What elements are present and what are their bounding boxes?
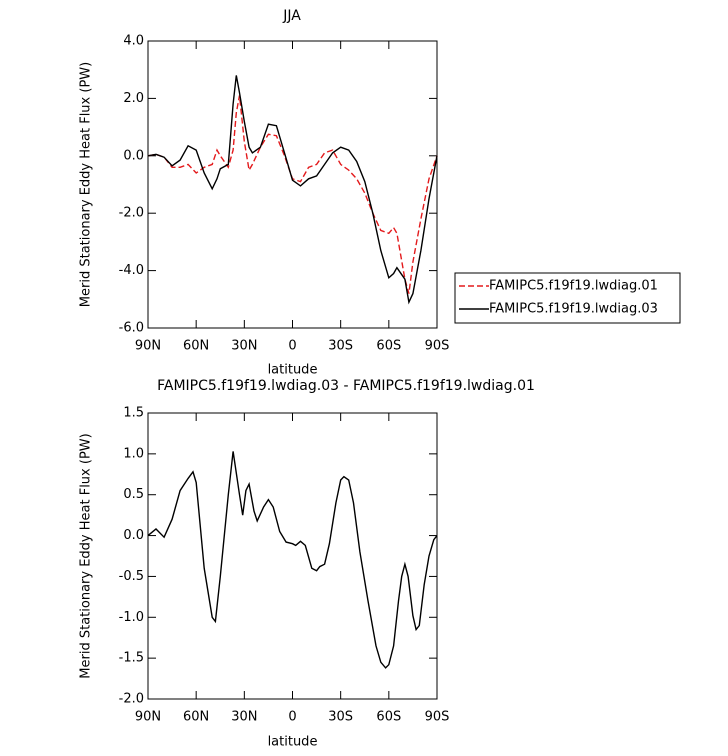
y-tick-label: -1.0	[119, 610, 144, 625]
y-tick-label: -2.0	[119, 206, 144, 221]
y-tick-label: -1.5	[119, 651, 144, 666]
y-tick-label: -2.0	[119, 692, 144, 707]
x-tick-label: 60S	[376, 710, 401, 725]
y-tick-label: 0.0	[123, 528, 144, 543]
x-axis-label: latitude	[268, 363, 318, 378]
plot-frame	[147, 40, 438, 329]
y-tick-label: -0.5	[119, 569, 144, 584]
y-axis-label: Merid Stationary Eddy Heat Flux (PW)	[79, 433, 94, 678]
y-tick-label: 0.0	[123, 148, 144, 163]
x-tick-label: 90S	[425, 339, 450, 354]
x-tick-label: 90N	[135, 339, 161, 354]
x-tick-label: 30N	[231, 339, 257, 354]
y-tick-label: -6.0	[119, 321, 144, 336]
legend-label: FAMIPC5.f19f19.lwdiag.01	[489, 279, 658, 294]
x-axis-label: latitude	[268, 735, 318, 750]
data-line	[147, 95, 438, 294]
x-tick-label: 90S	[425, 710, 450, 725]
x-tick-label: 60N	[183, 339, 209, 354]
x-tick-label: 30S	[328, 710, 353, 725]
y-tick-label: 2.0	[123, 91, 144, 106]
legend-label: FAMIPC5.f19f19.lwdiag.03	[489, 302, 658, 317]
x-tick-label: 60S	[376, 339, 401, 354]
x-tick-label: 0	[288, 339, 296, 354]
x-tick-label: 30N	[231, 710, 257, 725]
x-tick-label: 90N	[135, 710, 161, 725]
chart-title: JJA	[282, 8, 301, 24]
data-line	[147, 75, 438, 305]
data-line	[147, 451, 438, 669]
y-tick-label: 4.0	[123, 34, 144, 49]
y-tick-label: 1.5	[123, 406, 144, 421]
y-tick-label: 0.5	[123, 487, 144, 502]
y-tick-label: 1.0	[123, 446, 144, 461]
plot-frame	[147, 412, 438, 700]
x-tick-label: 60N	[183, 710, 209, 725]
legend-box	[454, 272, 681, 324]
chart-title: FAMIPC5.f19f19.lwdiag.03 - FAMIPC5.f19f1…	[157, 378, 535, 394]
x-tick-label: 30S	[328, 339, 353, 354]
y-tick-label: -4.0	[119, 263, 144, 278]
y-axis-label: Merid Stationary Eddy Heat Flux (PW)	[79, 62, 94, 307]
x-tick-label: 0	[288, 710, 296, 725]
